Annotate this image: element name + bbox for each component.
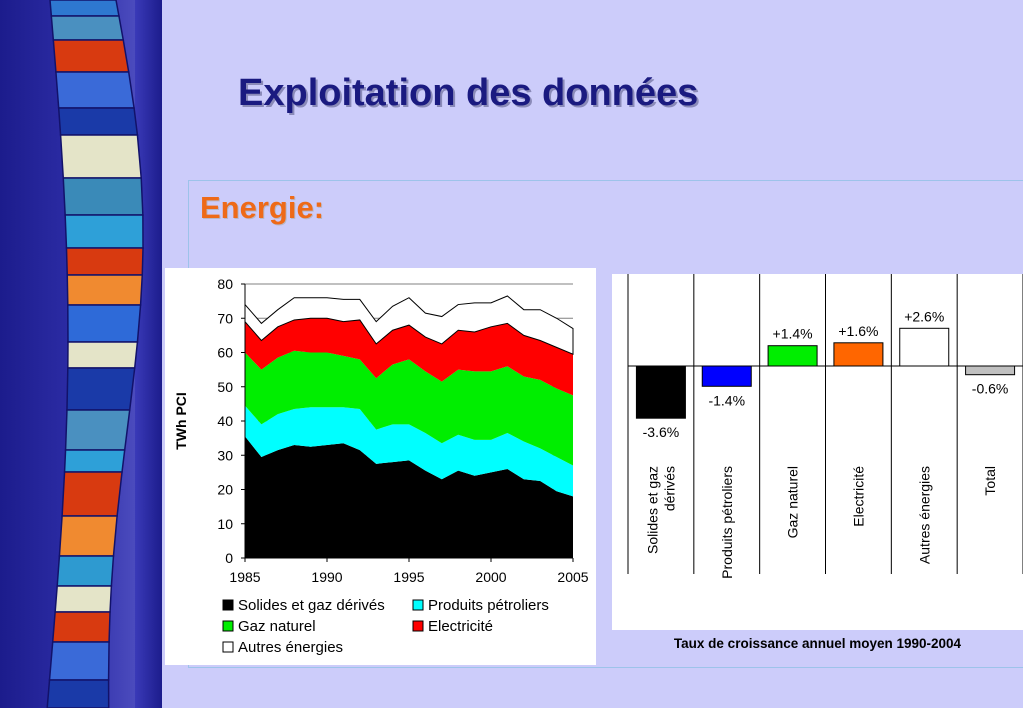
sidebar-tile bbox=[62, 177, 144, 216]
category-label: Total bbox=[982, 466, 998, 496]
sidebar-tile bbox=[46, 679, 110, 708]
stacked-area-chart: 0 10 20 30 40 50 60 70 80 1985 1990 1995 2000 2005 TWh… bbox=[173, 276, 589, 656]
legend-label: Solides et gaz dérivés bbox=[238, 597, 385, 614]
y-tick-label: 10 bbox=[217, 516, 233, 532]
sidebar-tile bbox=[65, 247, 144, 276]
sidebar-tile bbox=[66, 367, 136, 411]
sidebar-tile bbox=[55, 71, 135, 109]
bar bbox=[701, 365, 752, 387]
bar-chart-caption: Taux de croissance annuel moyen 1990-200… bbox=[673, 636, 962, 651]
legend-label: Electricité bbox=[428, 618, 493, 635]
y-tick-label: 80 bbox=[217, 276, 233, 292]
x-tick-label: 2005 bbox=[557, 569, 588, 585]
growth-bar-chart-panel: -3.6% Solides et gaz dérivés -1.4% Produits … bbox=[612, 274, 1023, 630]
x-tick-label: 1995 bbox=[393, 569, 424, 585]
area-series bbox=[245, 436, 573, 558]
sidebar-tile bbox=[51, 611, 111, 643]
x-tick-label: 1985 bbox=[229, 569, 260, 585]
sidebar-tile bbox=[59, 134, 143, 179]
category-label: Solides et gaz bbox=[644, 466, 660, 554]
category-label: Produits pétroliers bbox=[719, 466, 735, 579]
bar-value-label: -1.4% bbox=[708, 392, 745, 408]
sidebar-tile bbox=[57, 107, 139, 136]
x-tick-label: 2000 bbox=[475, 569, 506, 585]
sidebar-tile bbox=[67, 304, 142, 343]
category-label: dérivés bbox=[661, 466, 677, 511]
category-label: Electricité bbox=[850, 466, 866, 527]
legend-swatch bbox=[412, 620, 424, 632]
bar bbox=[899, 327, 950, 367]
bar-value-label: +1.4% bbox=[773, 326, 813, 342]
section-subtitle: Energie: bbox=[200, 190, 325, 225]
y-tick-label: 40 bbox=[217, 413, 233, 429]
category-label: Gaz naturel bbox=[785, 466, 801, 538]
legend-label: Produits pétroliers bbox=[428, 597, 549, 614]
sidebar-tile bbox=[56, 555, 115, 587]
category-label: Autres énergies bbox=[916, 466, 932, 564]
y-tick-label: 70 bbox=[217, 310, 233, 326]
legend-label: Autres énergies bbox=[238, 639, 343, 656]
y-tick-label: 0 bbox=[225, 550, 233, 566]
x-tick-label: 1990 bbox=[311, 569, 342, 585]
growth-bar-chart: -3.6% Solides et gaz dérivés -1.4% Produits … bbox=[627, 274, 1023, 579]
sidebar-tile bbox=[63, 449, 126, 473]
sidebar-tile bbox=[64, 409, 131, 451]
bar bbox=[833, 342, 884, 367]
sidebar-tile bbox=[52, 39, 130, 73]
area-series bbox=[245, 405, 573, 497]
stacked-area-chart-panel: 0 10 20 30 40 50 60 70 80 1985 1990 1995 2000 2005 TWh… bbox=[165, 268, 596, 665]
y-tick-label: 50 bbox=[217, 379, 233, 395]
bar-value-label: -0.6% bbox=[972, 381, 1009, 397]
bar-value-label: +1.6% bbox=[838, 323, 878, 339]
y-tick-label: 30 bbox=[217, 447, 233, 463]
sidebar-tile bbox=[49, 0, 120, 17]
sidebar-tile bbox=[58, 515, 118, 557]
sidebar-tile bbox=[61, 471, 123, 517]
sidebar-tile bbox=[64, 214, 144, 249]
bar bbox=[965, 365, 1016, 376]
area-series bbox=[245, 350, 573, 466]
legend-swatch bbox=[222, 641, 234, 653]
bar-value-label: -3.6% bbox=[643, 424, 680, 440]
y-tick-label: 60 bbox=[217, 345, 233, 361]
y-axis-label: TWh PCI bbox=[173, 392, 189, 450]
area-series bbox=[244, 295, 574, 355]
legend-swatch bbox=[222, 620, 234, 632]
sidebar-tile bbox=[66, 274, 144, 306]
sidebar-tile bbox=[48, 641, 110, 681]
sidebar-tile bbox=[67, 341, 139, 369]
sidebar-tile bbox=[50, 15, 125, 41]
legend-label: Gaz naturel bbox=[238, 618, 316, 635]
y-tick-label: 20 bbox=[217, 482, 233, 498]
decorative-sidebar bbox=[0, 0, 162, 708]
legend-swatch bbox=[222, 599, 234, 611]
bar-value-label: +2.6% bbox=[904, 308, 944, 324]
area-series bbox=[245, 318, 573, 396]
bar bbox=[635, 365, 686, 419]
sidebar-tile bbox=[54, 585, 113, 613]
legend-swatch bbox=[412, 599, 424, 611]
slide-title: Exploitation des données bbox=[238, 72, 699, 114]
bar bbox=[767, 345, 818, 367]
